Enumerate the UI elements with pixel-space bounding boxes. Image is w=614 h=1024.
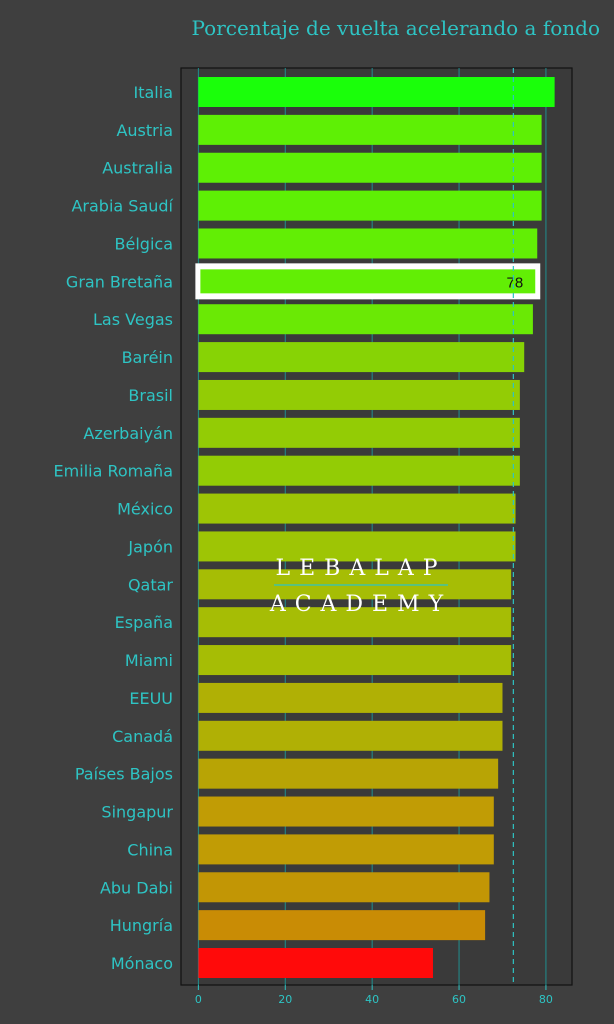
bar <box>200 269 536 294</box>
plot-area <box>180 67 573 986</box>
category-label: México <box>117 500 173 519</box>
bar <box>198 720 503 751</box>
bar <box>198 531 516 562</box>
data-label: 78 <box>507 274 524 291</box>
x-tick-label: 20 <box>278 993 292 1006</box>
bar <box>198 455 520 486</box>
category-label: Arabia Saudí <box>71 197 173 216</box>
category-label: Países Bajos <box>75 765 173 784</box>
category-label: Austria <box>116 121 173 140</box>
category-label: Miami <box>125 651 173 670</box>
category-label: Gran Bretaña <box>66 272 173 291</box>
category-label: Abu Dabi <box>100 878 173 897</box>
bar <box>198 304 533 335</box>
x-tick-label: 40 <box>365 993 379 1006</box>
bar <box>198 152 542 183</box>
watermark-line-1: LEBALAP <box>275 556 446 581</box>
bar <box>198 342 525 373</box>
bar <box>198 114 542 145</box>
category-label: Australia <box>102 159 173 178</box>
category-label: Mónaco <box>111 954 173 973</box>
category-label: Emilia Romaña <box>54 462 173 481</box>
bar <box>198 607 512 638</box>
bar <box>198 796 494 827</box>
bar <box>198 379 520 410</box>
x-tick-label: 60 <box>452 993 466 1006</box>
bar <box>198 834 494 865</box>
category-label: Las Vegas <box>93 310 173 329</box>
bar <box>198 77 555 107</box>
x-tick-label: 0 <box>195 993 202 1006</box>
category-label: Hungría <box>110 916 173 935</box>
bar <box>198 190 542 221</box>
bar <box>198 948 433 979</box>
category-label: Japón <box>127 537 173 556</box>
category-label: Baréin <box>122 348 173 367</box>
category-label: China <box>127 840 173 859</box>
bar <box>198 645 512 676</box>
category-label: Qatar <box>128 575 173 594</box>
bar <box>198 758 499 789</box>
bar <box>198 417 520 448</box>
category-label: Azerbaiyán <box>83 424 173 443</box>
watermark-line-2: ACADEMY <box>269 592 452 617</box>
category-label: Italia <box>134 83 174 102</box>
category-label: Canadá <box>112 727 173 746</box>
bar <box>198 569 512 600</box>
category-label: España <box>115 613 173 632</box>
category-label: EEUU <box>129 689 173 708</box>
category-label: Bélgica <box>115 234 173 253</box>
chart-title: Porcentaje de vuelta acelerando a fondo <box>191 16 600 40</box>
bar <box>198 682 503 713</box>
category-label: Singapur <box>101 803 173 822</box>
bar <box>198 872 490 903</box>
bar <box>198 493 516 524</box>
x-tick-label: 80 <box>539 993 553 1006</box>
category-label: Brasil <box>128 386 173 405</box>
bar <box>198 228 538 259</box>
bar <box>198 910 486 941</box>
